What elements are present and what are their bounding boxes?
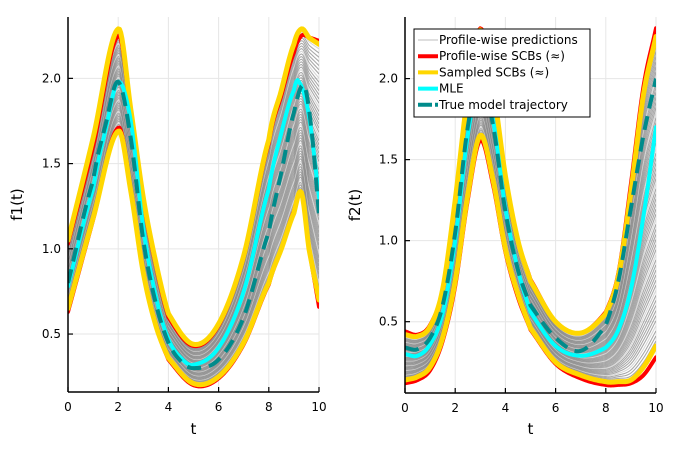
f2-plot-area xyxy=(405,26,656,388)
x-tick-label: 0 xyxy=(401,401,409,415)
x-axis-label: t xyxy=(528,420,534,438)
legend-label: True model trajectory xyxy=(438,98,568,112)
x-tick-label: 2 xyxy=(451,401,459,415)
y-tick-label: 2.0 xyxy=(42,71,61,85)
legend: Profile-wise predictions Profile-wise SCB… xyxy=(413,28,591,118)
y-tick-label: 1.5 xyxy=(42,157,61,171)
panel-f2: 0 2 4 6 8 10 0.5 1.0 1.5 2.0 t f2(t) xyxy=(346,17,664,438)
y-tick-label: 1.0 xyxy=(379,234,398,248)
sampled-scb-upper-line xyxy=(68,26,319,348)
y-axis-label: f1(t) xyxy=(8,188,26,220)
legend-label: MLE xyxy=(439,82,464,96)
y-tick-label: 0.5 xyxy=(42,327,61,341)
y-tick-label: 0.5 xyxy=(379,315,398,329)
legend-label: Profile-wise SCBs (≈) xyxy=(439,49,565,63)
x-tick-label: 6 xyxy=(552,401,560,415)
f1-plot-area xyxy=(68,26,319,389)
legend-label: Sampled SCBs (≈) xyxy=(439,65,549,79)
x-tick-label: 6 xyxy=(215,400,223,414)
legend-label: Profile-wise predictions xyxy=(439,33,578,47)
legend-box xyxy=(413,28,591,118)
x-tick-label: 8 xyxy=(602,401,610,415)
x-tick-label: 10 xyxy=(648,401,663,415)
y-axis-label: f2(t) xyxy=(346,189,364,221)
x-tick-label: 10 xyxy=(311,400,326,414)
y-tick-label: 1.0 xyxy=(42,242,61,256)
x-tick-label: 2 xyxy=(114,400,122,414)
x-tick-label: 0 xyxy=(64,400,72,414)
sampled-scb-lower-line xyxy=(405,132,656,385)
true-trajectory-line xyxy=(405,76,656,354)
x-tick-label: 8 xyxy=(265,400,273,414)
sampled-scb-lower-line xyxy=(68,128,319,388)
panel-f1: 0 2 4 6 8 10 0.5 1.0 1.5 2.0 t f1(t) xyxy=(8,17,327,438)
x-tick-label: 4 xyxy=(165,400,173,414)
true-trajectory-line xyxy=(68,79,319,371)
x-axis-label: t xyxy=(191,420,197,438)
x-tick-label: 4 xyxy=(502,401,510,415)
y-tick-label: 2.0 xyxy=(379,72,398,86)
y-tick-label: 1.5 xyxy=(379,153,398,167)
